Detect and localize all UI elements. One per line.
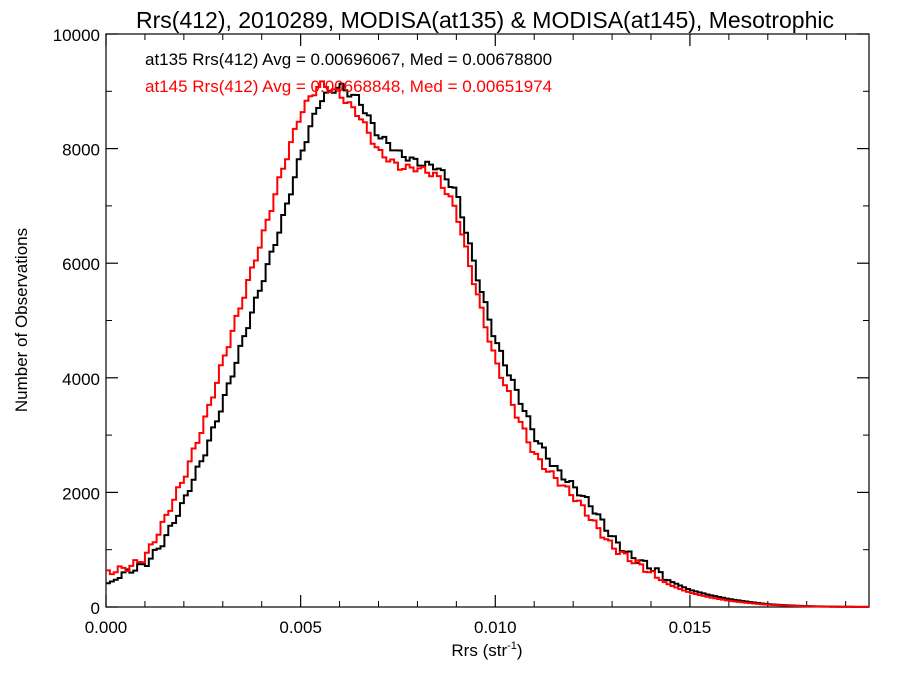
series-line-2 xyxy=(106,80,869,608)
chart-title: Rrs(412), 2010289, MODISA(at135) & MODIS… xyxy=(136,7,834,33)
x-axis-label: Rrs (str-1) xyxy=(451,640,522,660)
x-axis: 0.000 0.005 0.010 0.015 xyxy=(85,34,847,637)
y-axis-label: Number of Observations xyxy=(12,228,31,412)
y-tick-label: 10000 xyxy=(53,26,100,45)
x-tick-label: 0.000 xyxy=(85,618,128,637)
y-tick-label: 4000 xyxy=(62,370,100,389)
y-tick-label: 0 xyxy=(91,599,100,618)
x-tick-label: 0.005 xyxy=(279,618,322,637)
x-tick-label: 0.010 xyxy=(474,618,517,637)
legend-series-2: at145 Rrs(412) Avg = 0.00668848, Med = 0… xyxy=(145,77,552,96)
y-axis: 0 2000 4000 6000 8000 10000 xyxy=(53,26,869,618)
legend-series-1: at135 Rrs(412) Avg = 0.00696067, Med = 0… xyxy=(145,50,552,69)
y-tick-label: 2000 xyxy=(62,484,100,503)
x-tick-label: 0.015 xyxy=(669,618,712,637)
series-line-1 xyxy=(106,82,869,608)
y-tick-label: 6000 xyxy=(62,255,100,274)
series-layer xyxy=(106,80,869,608)
y-tick-label: 8000 xyxy=(62,141,100,160)
